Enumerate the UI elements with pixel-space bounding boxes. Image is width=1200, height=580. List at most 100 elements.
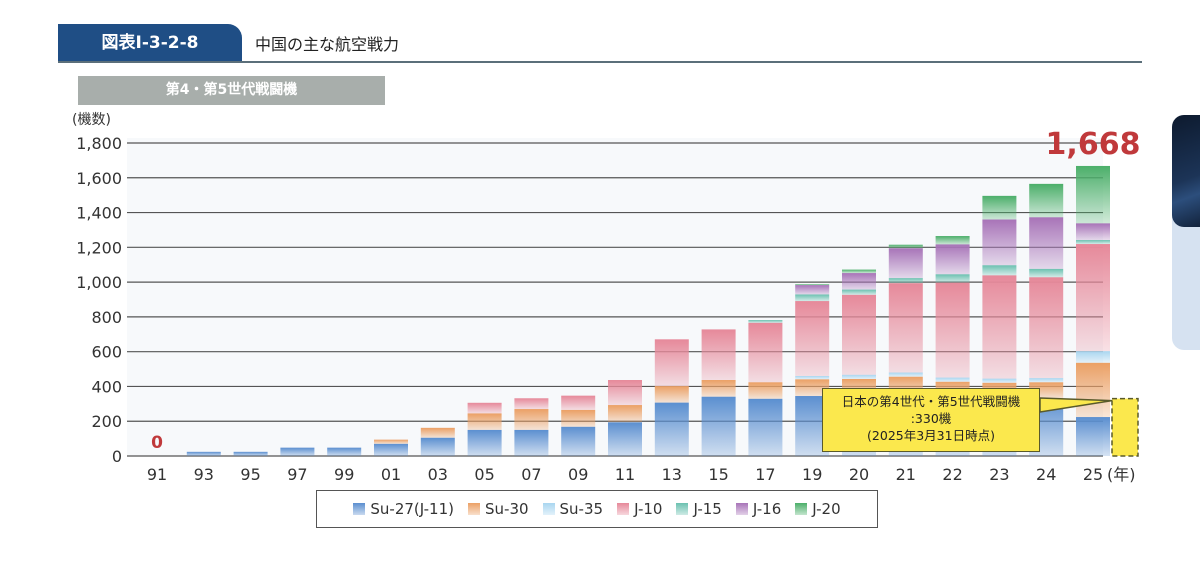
x-tick-label: 91 bbox=[147, 465, 167, 484]
bar-segment-j-10 bbox=[701, 329, 736, 381]
bar-segment-su-27-j-11- bbox=[561, 426, 596, 456]
legend-item: Su-27(J-11) bbox=[353, 500, 454, 518]
bar-segment-j-20 bbox=[795, 284, 830, 286]
bar-segment-j-15 bbox=[795, 294, 830, 302]
bar-segment-j-10 bbox=[514, 398, 549, 410]
x-tick-label: 19 bbox=[802, 465, 822, 484]
legend-swatch bbox=[542, 503, 555, 515]
legend-item: J-20 bbox=[795, 500, 841, 518]
bar-segment-j-15 bbox=[842, 289, 876, 295]
legend-label: J-10 bbox=[634, 500, 663, 518]
y-tick-label: 1,600 bbox=[76, 169, 122, 188]
x-tick-label: 03 bbox=[428, 465, 448, 484]
legend-swatch bbox=[468, 503, 480, 515]
callout-date: (2025年3月31日時点) bbox=[867, 428, 995, 443]
bar-segment-j-10 bbox=[935, 282, 970, 378]
bar-segment-su-30 bbox=[1076, 362, 1110, 418]
legend-item: J-16 bbox=[735, 500, 782, 518]
bar-segment-su-27-j-11- bbox=[374, 443, 408, 456]
legend-swatch bbox=[676, 503, 689, 515]
y-tick-label: 800 bbox=[91, 308, 122, 327]
bar-segment-su-35 bbox=[1029, 378, 1064, 383]
bar-segment-j-15 bbox=[982, 265, 1017, 276]
x-tick-label: 97 bbox=[287, 465, 307, 484]
bar-segment-j-16 bbox=[1076, 223, 1110, 241]
bar-segment-j-16 bbox=[982, 219, 1017, 266]
legend-item: Su-30 bbox=[468, 500, 529, 518]
bar-segment-su-35 bbox=[842, 374, 876, 379]
bar-segment-su-27-j-11- bbox=[748, 398, 783, 456]
figure-title: 中国の主な航空戦力 bbox=[255, 35, 400, 54]
bar-segment-su-27-j-11- bbox=[1076, 417, 1110, 456]
callout-pointer bbox=[1039, 397, 1113, 413]
zero-label: 0 bbox=[151, 433, 163, 453]
y-tick-label: 1,200 bbox=[76, 238, 122, 257]
bar-segment-j-20 bbox=[935, 236, 970, 245]
x-tick-label: 99 bbox=[334, 465, 354, 484]
bar-segment-su-30 bbox=[374, 439, 408, 444]
bar-segment-j-10 bbox=[1029, 277, 1064, 379]
figure-id-tab: 図表Ⅰ-3-2-8 bbox=[58, 24, 242, 62]
legend-label: Su-27(J-11) bbox=[370, 500, 454, 518]
bar-segment-su-30 bbox=[561, 409, 596, 427]
legend-label: Su-30 bbox=[485, 500, 529, 518]
y-axis-label: (機数) bbox=[72, 112, 111, 128]
legend-item: J-15 bbox=[676, 500, 722, 518]
bar-segment-j-15 bbox=[935, 274, 970, 283]
y-tick-label: 600 bbox=[91, 343, 122, 362]
bar-segment-j-16 bbox=[935, 244, 970, 275]
x-tick-label: 13 bbox=[662, 465, 682, 484]
bar-segment-su-27-j-11- bbox=[514, 429, 549, 456]
bar-segment-j-20 bbox=[1029, 183, 1064, 218]
bar-segment-su-30 bbox=[467, 413, 502, 430]
bar-segment-su-27-j-11- bbox=[701, 396, 736, 456]
legend-label: J-20 bbox=[812, 500, 841, 518]
japan-reference-callout: 日本の第4世代・第5世代戦闘機 :330機 (2025年3月31日時点) bbox=[822, 388, 1040, 452]
x-tick-label: 25 bbox=[1083, 465, 1103, 484]
y-tick-label: 1,400 bbox=[76, 204, 122, 223]
side-panel-image bbox=[1172, 115, 1200, 350]
chart-subtitle: 第4・第5世代戦闘機 bbox=[78, 76, 385, 105]
bar-segment-su-27-j-11- bbox=[327, 447, 362, 456]
y-tick-label: 0 bbox=[112, 447, 122, 466]
y-tick-label: 200 bbox=[91, 412, 122, 431]
bar-segment-j-20 bbox=[1076, 165, 1110, 224]
legend-label: J-15 bbox=[693, 500, 722, 518]
bar-segment-su-27-j-11- bbox=[233, 451, 268, 456]
bar-segment-su-30 bbox=[748, 382, 783, 399]
legend-label: J-16 bbox=[752, 500, 782, 518]
bar-segment-j-20 bbox=[888, 244, 923, 249]
x-tick-label: 07 bbox=[521, 465, 541, 484]
legend-item: Su-35 bbox=[542, 500, 603, 518]
bar-segment-j-16 bbox=[795, 285, 830, 295]
legend-item: J-10 bbox=[617, 500, 662, 518]
bar-segment-j-10 bbox=[748, 322, 783, 383]
title-divider bbox=[58, 61, 1142, 63]
bar-segment-su-35 bbox=[888, 372, 923, 377]
bar-segment-su-27-j-11- bbox=[467, 429, 502, 456]
bar-segment-su-35 bbox=[795, 376, 830, 380]
bar-segment-su-27-j-11- bbox=[608, 422, 642, 456]
x-tick-label: 93 bbox=[194, 465, 214, 484]
x-tick-label: 01 bbox=[381, 465, 401, 484]
legend-swatch bbox=[795, 503, 808, 515]
bar-segment-su-27-j-11- bbox=[420, 437, 455, 456]
x-tick-label: 05 bbox=[474, 465, 494, 484]
bar-segment-su-27-j-11- bbox=[654, 402, 689, 456]
total-label: 1,668 bbox=[1046, 127, 1141, 162]
bar-segment-j-10 bbox=[654, 339, 689, 387]
bar-segment-j-10 bbox=[795, 301, 830, 377]
bar-segment-j-16 bbox=[888, 248, 923, 279]
legend-swatch bbox=[617, 503, 630, 515]
bar-segment-j-10 bbox=[467, 402, 502, 414]
x-tick-label: 11 bbox=[615, 465, 635, 484]
bar-segment-j-16 bbox=[842, 273, 876, 290]
bar-segment-su-27-j-11- bbox=[280, 447, 315, 456]
bar-segment-su-30 bbox=[608, 405, 642, 423]
x-tick-label: 23 bbox=[989, 465, 1009, 484]
bar-segment-j-10 bbox=[982, 275, 1017, 379]
japan-reference-bar bbox=[1111, 397, 1139, 457]
bar-segment-j-10 bbox=[608, 380, 642, 406]
bar-segment-j-10 bbox=[1076, 244, 1110, 352]
bar-segment-j-10 bbox=[888, 283, 923, 373]
